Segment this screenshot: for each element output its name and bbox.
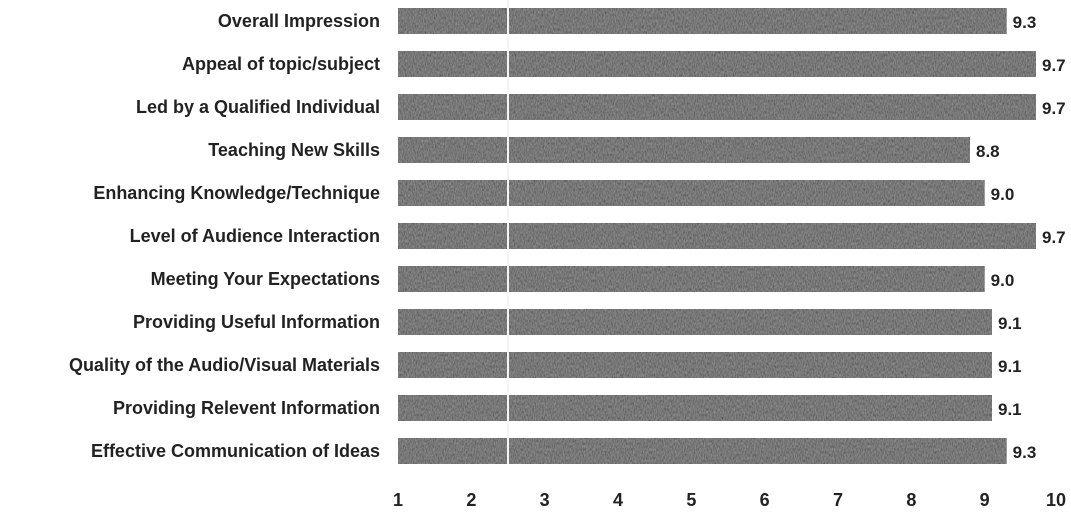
bar: [398, 309, 992, 335]
x-tick-label: 2: [466, 490, 476, 510]
value-labels: 9.3 9.7 9.7 8.8 9.0 9.7 9.0 9.1 9.1 9.1 9.3: [976, 13, 1066, 462]
bar: [398, 180, 985, 206]
x-tick-label: 7: [833, 490, 843, 510]
category-label: Enhancing Knowledge/Technique: [93, 183, 380, 203]
value-label: 9.7: [1042, 56, 1066, 75]
x-tick-label: 9: [980, 490, 990, 510]
x-tick-label: 8: [906, 490, 916, 510]
value-label: 9.0: [991, 271, 1015, 290]
x-tick-label: 10: [1046, 490, 1066, 510]
bar: [398, 137, 970, 163]
value-label: 9.7: [1042, 99, 1066, 118]
bars-layer: [398, 0, 1036, 464]
value-label: 8.8: [976, 142, 1000, 161]
bar: [398, 223, 1036, 249]
category-label: Appeal of topic/subject: [182, 54, 380, 74]
value-label: 9.3: [1013, 443, 1037, 462]
x-tick-label: 3: [540, 490, 550, 510]
bar: [398, 395, 992, 421]
x-tick-label: 4: [613, 490, 623, 510]
bar: [398, 266, 985, 292]
category-labels: Overall Impression Appeal of topic/subjec…: [69, 11, 380, 461]
x-axis: 1 2 3 4 5 6 7 8 9 10: [393, 490, 1066, 510]
value-label: 9.0: [991, 185, 1015, 204]
bar: [398, 438, 1007, 464]
bar: [398, 51, 1036, 77]
bar: [398, 94, 1036, 120]
category-label: Quality of the Audio/Visual Materials: [69, 355, 380, 375]
category-label: Providing Relevent Information: [113, 398, 380, 418]
category-label: Providing Useful Information: [133, 312, 380, 332]
x-tick-label: 5: [686, 490, 696, 510]
value-label: 9.1: [998, 357, 1022, 376]
category-label: Led by a Qualified Individual: [136, 97, 380, 117]
bar: [398, 352, 992, 378]
value-label: 9.7: [1042, 228, 1066, 247]
category-label: Overall Impression: [218, 11, 380, 31]
category-label: Effective Communication of Ideas: [91, 441, 380, 461]
bar: [398, 8, 1007, 34]
value-label: 9.3: [1013, 13, 1037, 32]
category-label: Meeting Your Expectations: [151, 269, 380, 289]
category-label: Level of Audience Interaction: [130, 226, 380, 246]
x-tick-label: 6: [760, 490, 770, 510]
category-label: Teaching New Skills: [208, 140, 380, 160]
value-label: 9.1: [998, 314, 1022, 333]
value-label: 9.1: [998, 400, 1022, 419]
x-tick-label: 1: [393, 490, 403, 510]
